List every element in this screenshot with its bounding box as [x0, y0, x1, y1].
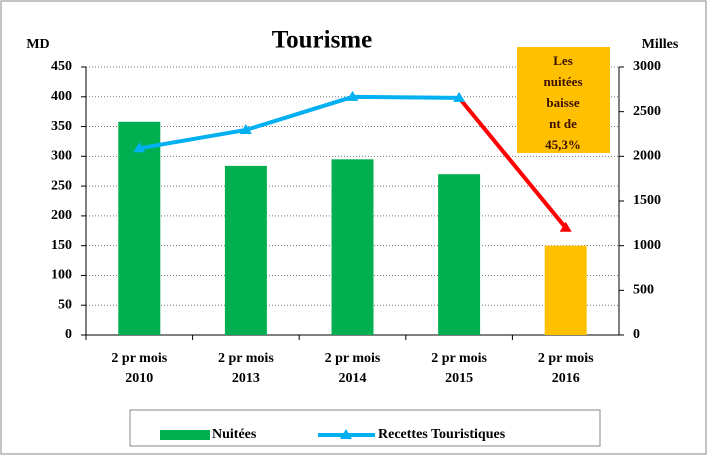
annotation-text: baisse [546, 95, 579, 110]
bar [118, 121, 161, 336]
y2-tick-label: 1000 [633, 238, 661, 253]
y2-tick-label: 2500 [633, 104, 661, 119]
y-tick-label: 200 [51, 208, 72, 223]
y-tick-label: 300 [51, 149, 72, 164]
annotation-text: 45,3% [545, 137, 581, 152]
y-tick-label: 50 [58, 297, 72, 312]
bar [224, 165, 267, 335]
line-marker [239, 123, 252, 134]
legend-marker [340, 429, 352, 439]
bar [331, 159, 374, 335]
legend-swatch [160, 430, 210, 440]
y2-tick-label: 500 [633, 283, 654, 298]
x-tick-label-line: 2 pr mois [218, 351, 274, 366]
annotation-text: nuitées [544, 74, 583, 89]
legend-box [129, 409, 601, 447]
y-tick-label: 400 [51, 89, 72, 104]
y-tick-label: 450 [51, 59, 72, 74]
x-tick-label: 2 pr mois 2015 [431, 351, 487, 386]
line-segment [457, 96, 568, 230]
line [138, 94, 460, 151]
line-marker [559, 221, 572, 232]
y-tick-label: 150 [51, 238, 72, 253]
x-tick-label-line: 2016 [552, 371, 580, 386]
y-tick-label: 250 [51, 178, 72, 193]
y2-tick-label: 2000 [633, 149, 661, 164]
annotation-text: nt de [549, 116, 577, 131]
x-tick-label-line: 2010 [125, 371, 153, 386]
x-tick-label-line: 2 pr mois [538, 351, 594, 366]
x-tick-label-line: 2 pr mois [431, 351, 487, 366]
y-tick-label: 100 [51, 268, 72, 283]
x-tick-label-line: 2 pr mois [111, 351, 167, 366]
bar [438, 174, 481, 335]
y-tick-label: 0 [65, 327, 72, 342]
y-axis-label: MD [26, 37, 49, 52]
line-marker [453, 91, 466, 102]
y2-tick-label: 3000 [633, 59, 661, 74]
y-tick-label: 350 [51, 119, 72, 134]
bar [544, 245, 587, 335]
x-tick-label-line: 2 pr mois [325, 351, 381, 366]
x-tick-label: 2 pr mois 2016 [538, 351, 594, 386]
legend-label: Nuitées [212, 427, 257, 442]
x-tick-label: 2 pr mois 2013 [218, 351, 274, 386]
line-marker [346, 90, 359, 101]
annotation-box [517, 47, 610, 153]
annotation-text: Les [553, 53, 573, 68]
x-tick-label-line: 2014 [339, 371, 367, 386]
x-tick-label-line: 2015 [445, 371, 473, 386]
line-marker [133, 142, 146, 153]
y2-tick-label: 1500 [633, 193, 661, 208]
y2-tick-label: 0 [633, 327, 640, 342]
x-tick-label: 2 pr mois 2010 [111, 351, 167, 386]
x-tick-label: 2 pr mois 2014 [325, 351, 381, 386]
x-tick-label-line: 2013 [232, 371, 260, 386]
y2-axis-label: Milles [642, 37, 679, 52]
chart-title: Tourisme [272, 27, 372, 54]
legend-label: Recettes Touristiques [378, 427, 506, 442]
